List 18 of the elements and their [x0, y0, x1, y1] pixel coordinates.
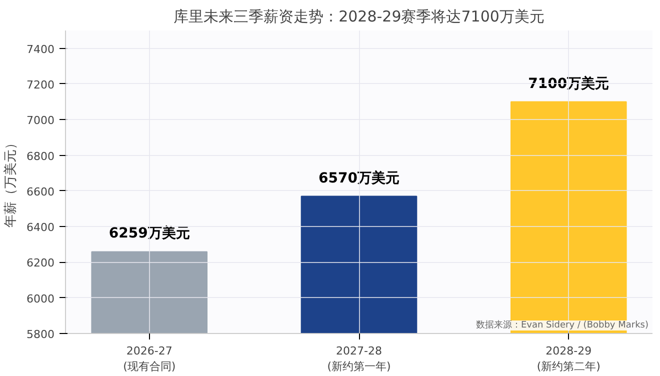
y-tick-label: 6600	[26, 185, 55, 198]
y-axis-title: 年薪（万美元）	[2, 136, 19, 228]
x-tick-label: 2026-27 (现有合同)	[123, 344, 176, 374]
annotation: 数据来源：Evan Sidery / (Bobby Marks)	[476, 320, 649, 330]
data-label: 6570万美元	[318, 169, 400, 186]
y-tick-label: 6000	[26, 292, 55, 306]
x-tick-label: 2028-29 (新约第二年)	[536, 344, 600, 374]
y-tick-label: 7200	[26, 78, 55, 92]
data-label: 7100万美元	[528, 74, 610, 92]
y-tick-label: 7000	[26, 114, 55, 128]
y-tick-label: 6400	[26, 221, 55, 234]
y-tick-label: 5800	[26, 328, 55, 341]
chart-title: 库里未来三季薪资走势：2028-29赛季将达7100万美元	[174, 8, 544, 26]
data-label: 6259万美元	[108, 224, 190, 242]
x-tick-label: 2027-28 (新约第一年)	[327, 344, 391, 374]
y-tick-label: 6200	[26, 256, 55, 270]
y-tick-label: 7400	[26, 42, 55, 56]
y-tick-label: 6800	[26, 150, 55, 163]
